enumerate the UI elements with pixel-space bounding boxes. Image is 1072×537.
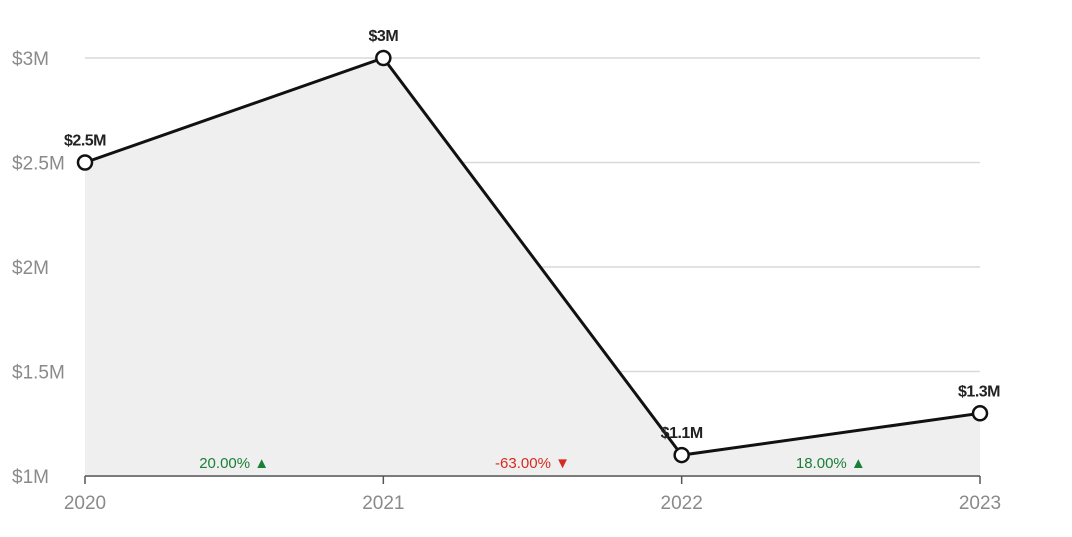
data-label: $3M <box>369 28 399 45</box>
series-line <box>84 56 981 457</box>
y-tick-label: $2.5M <box>12 154 65 175</box>
x-tick-label: 2022 <box>661 493 703 514</box>
change-label-down: -63.00% ▼ <box>495 455 570 472</box>
data-point <box>375 49 392 67</box>
data-label: $1.3M <box>958 383 1000 400</box>
x-tick-label: 2023 <box>959 493 1001 514</box>
area-fill <box>85 58 980 476</box>
x-tick-label: 2020 <box>64 493 106 514</box>
data-labels: $2.5M $3M $1.1M $1.3M <box>64 28 1001 442</box>
y-tick-label: $3M <box>12 49 49 70</box>
line-layer <box>84 56 981 457</box>
change-labels: 20.00% ▲ -63.00% ▼ 18.00% ▲ <box>199 455 866 472</box>
data-label: $2.5M <box>64 133 106 150</box>
y-tick-label: $1M <box>12 467 49 488</box>
x-tick-label: 2021 <box>362 493 404 514</box>
y-tick-label: $1.5M <box>12 363 65 384</box>
y-tick-label: $2M <box>12 258 49 279</box>
data-point <box>673 446 690 464</box>
area-layer <box>85 58 980 477</box>
change-label-up: 18.00% ▲ <box>796 455 866 472</box>
x-axis-ticks: 2020 2021 2022 2023 <box>64 476 1001 514</box>
y-axis-ticks: $3M $2.5M $2M $1.5M $1M <box>12 49 65 488</box>
change-label-up: 20.00% ▲ <box>199 455 269 472</box>
data-point <box>971 405 989 422</box>
data-label: $1.1M <box>661 425 703 442</box>
markers <box>76 49 989 464</box>
data-point <box>76 154 94 171</box>
